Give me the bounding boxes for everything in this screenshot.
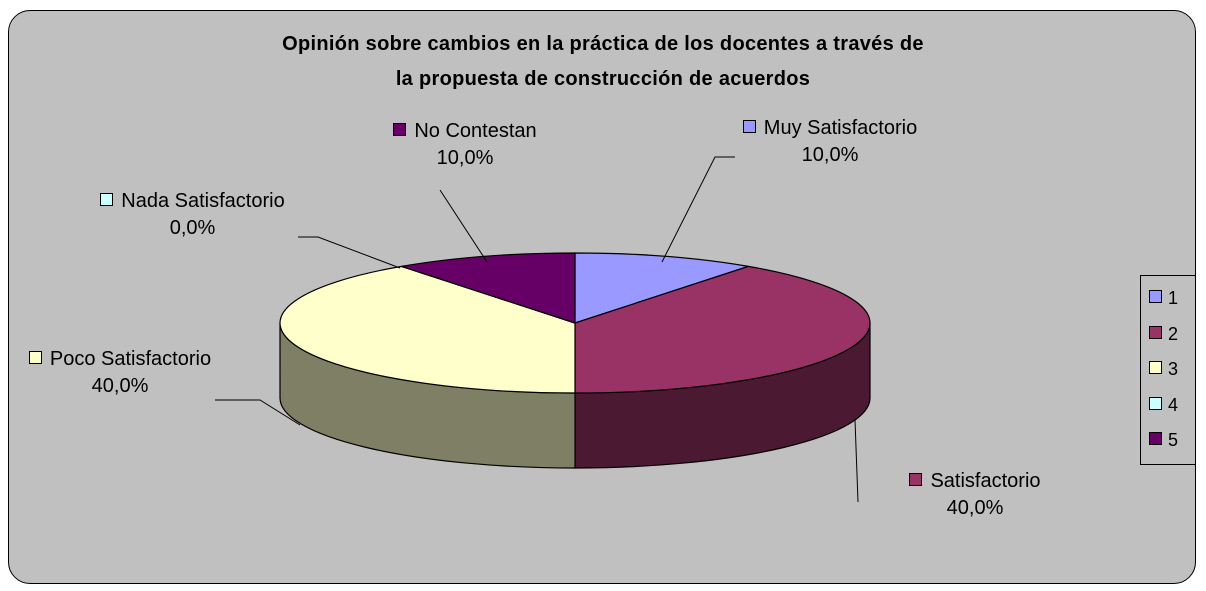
legend-item: 1 (1141, 288, 1195, 324)
legend-label: 5 (1168, 430, 1179, 450)
legend-swatch (1149, 290, 1162, 303)
legend-swatch (1149, 432, 1162, 445)
data-label: Poco Satisfactorio 40,0% (20, 346, 220, 400)
data-label: Muy Satisfactorio 10,0% (730, 115, 930, 169)
pie-slice (279, 265, 576, 394)
leader-line (661, 156, 735, 263)
label-swatch (100, 193, 114, 206)
leader-line (298, 236, 401, 269)
category-label: Muy Satisfactorio (763, 117, 918, 139)
value-label: 10,0% (801, 144, 859, 166)
legend-swatch (1149, 396, 1162, 410)
value-label: 10,0% (436, 147, 494, 169)
legend-label: 3 (1168, 359, 1179, 379)
value-label: 40,0% (946, 497, 1004, 519)
legend-label: 2 (1168, 323, 1179, 344)
chart-title: Opinión sobre cambios en la práctica de … (282, 33, 924, 55)
label-swatch (393, 123, 407, 136)
pie-slice (574, 265, 871, 394)
value-label: 0,0% (169, 217, 216, 239)
value-label: 40,0% (91, 375, 149, 397)
legend: 1 2 3 4 5 (1140, 275, 1196, 465)
legend-label: 1 (1168, 288, 1179, 308)
data-label: No Contestan 10,0% (360, 118, 570, 172)
label-swatch (742, 120, 756, 133)
category-label: Satisfactorio (930, 470, 1041, 492)
legend-swatch (1149, 361, 1162, 374)
label-swatch (28, 351, 42, 364)
legend-item: 2 (1141, 324, 1195, 360)
leader-line (854, 419, 859, 503)
legend-label: 4 (1168, 394, 1179, 415)
data-label: Nada Satisfactorio 0,0% (85, 188, 300, 242)
legend-item: 3 (1141, 359, 1195, 395)
label-swatch (909, 473, 923, 486)
chart-title: la propuesta de construcción de acuerdos (395, 68, 811, 90)
category-label: Nada Satisfactorio (121, 190, 285, 212)
legend-swatch (1149, 325, 1162, 339)
leader-line (439, 189, 488, 263)
pie-slice (574, 252, 749, 324)
leader-line (215, 399, 301, 426)
legend-item: 5 (1141, 430, 1195, 466)
category-label: Poco Satisfactorio (49, 348, 212, 370)
data-label: Satisfactorio 40,0% (875, 468, 1075, 522)
legend-item: 4 (1141, 395, 1195, 431)
category-label: No Contestan (414, 120, 537, 142)
